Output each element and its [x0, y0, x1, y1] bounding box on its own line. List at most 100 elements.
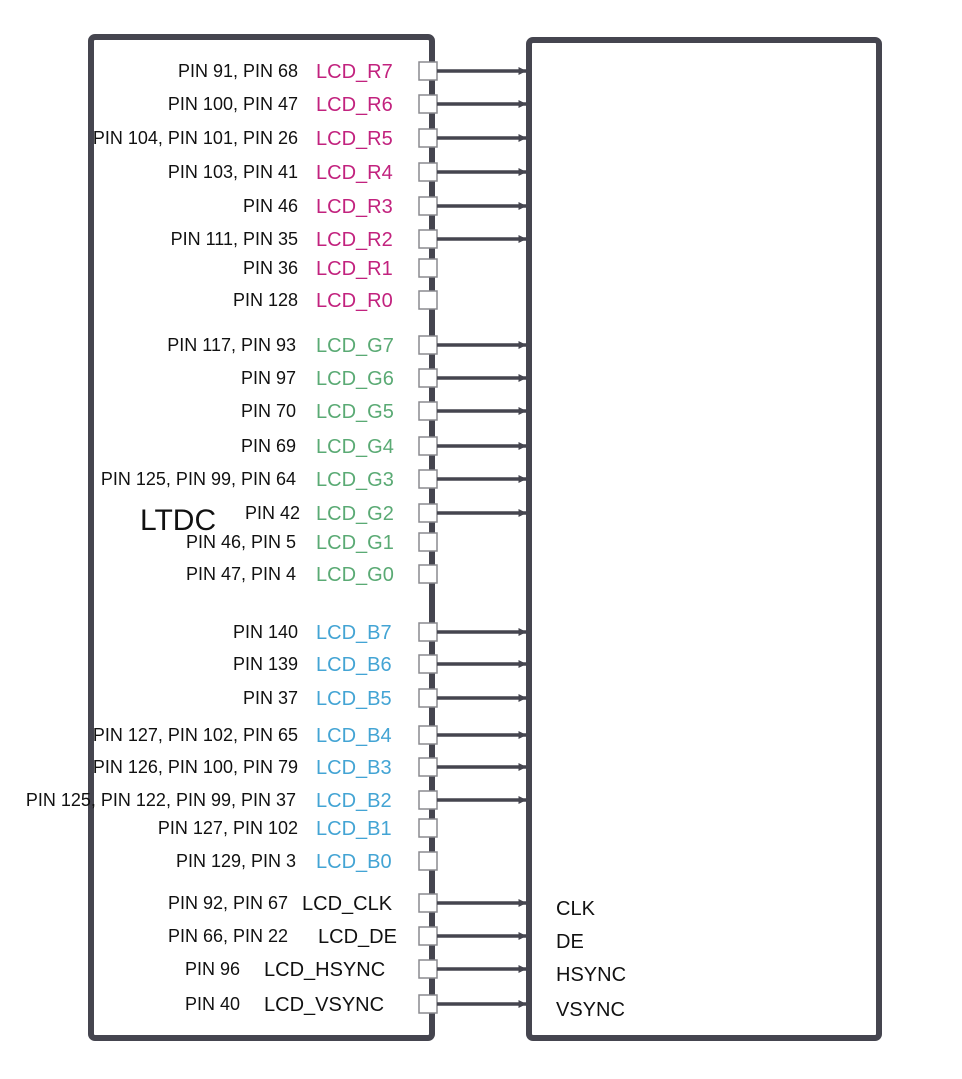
pin-label: PIN 36 — [243, 258, 298, 278]
port-square-icon — [418, 61, 438, 81]
port-square-icon — [418, 196, 438, 216]
signal-name-label: LCD_R6 — [316, 94, 393, 116]
signal-name-label: LCD_G6 — [316, 368, 394, 390]
signal-row: PIN 140 LCD_B7 — [233, 622, 527, 644]
port-square-icon — [418, 436, 438, 456]
port-square-icon — [418, 851, 438, 871]
signal-name-label: LCD_HSYNC — [264, 959, 385, 981]
signal-row: PIN 37 LCD_B5 — [243, 688, 527, 710]
display-input-label: VSYNC — [556, 999, 625, 1021]
pin-label: PIN 117, PIN 93 — [167, 335, 296, 355]
signal-row: PIN 66, PIN 22 LCD_DE DE — [168, 926, 584, 953]
signal-name-label: LCD_DE — [318, 926, 397, 948]
port-square-icon — [418, 893, 438, 913]
pin-label: PIN 111, PIN 35 — [171, 229, 298, 249]
pin-label: PIN 100, PIN 47 — [168, 94, 298, 114]
pin-label: PIN 96 — [185, 959, 240, 979]
signal-row: PIN 92, PIN 67 LCD_CLK CLK — [168, 893, 596, 920]
signal-name-label: LCD_R7 — [316, 61, 393, 83]
signal-row: PIN 42 LCD_G2 — [245, 503, 527, 525]
port-square-icon — [418, 162, 438, 182]
signal-row: PIN 69 LCD_G4 — [241, 436, 527, 458]
port-square-icon — [418, 290, 438, 310]
display-panel-box — [526, 37, 882, 1041]
pin-label: PIN 46, PIN 5 — [186, 532, 296, 552]
signal-name-label: LCD_B1 — [316, 818, 392, 840]
pin-label: PIN 70 — [241, 401, 296, 421]
port-square-icon — [418, 622, 438, 642]
signal-row: PIN 128 LCD_R0 — [233, 290, 438, 312]
display-input-label: HSYNC — [556, 964, 626, 986]
port-square-icon — [418, 532, 438, 552]
pin-label: PIN 91, PIN 68 — [178, 61, 298, 81]
signal-name-label: LCD_VSYNC — [264, 994, 384, 1016]
signal-row: PIN 36 LCD_R1 — [243, 258, 438, 280]
port-square-icon — [418, 368, 438, 388]
signal-name-label: LCD_G4 — [316, 436, 394, 458]
signal-row: PIN 117, PIN 93 LCD_G7 — [167, 335, 527, 357]
signal-row: PIN 129, PIN 3 LCD_B0 — [176, 851, 438, 873]
pin-label: PIN 37 — [243, 688, 298, 708]
signal-name-label: LCD_G3 — [316, 469, 394, 491]
pin-label: PIN 125, PIN 122, PIN 99, PIN 37 — [26, 790, 296, 810]
signal-row: PIN 47, PIN 4 LCD_G0 — [186, 564, 438, 586]
pin-label: PIN 69 — [241, 436, 296, 456]
signal-name-label: LCD_B4 — [316, 725, 392, 747]
signal-row: PIN 91, PIN 68 LCD_R7 — [178, 61, 527, 83]
signal-row: PIN 111, PIN 35 LCD_R2 — [171, 229, 527, 251]
pin-label: PIN 127, PIN 102 — [158, 818, 298, 838]
pin-label: PIN 97 — [241, 368, 296, 388]
signal-name-label: LCD_B2 — [316, 790, 392, 812]
signal-row: PIN 127, PIN 102 LCD_B1 — [158, 818, 438, 840]
signal-name-label: LCD_B5 — [316, 688, 392, 710]
port-square-icon — [418, 790, 438, 810]
signal-row: PIN 127, PIN 102, PIN 65 LCD_B4 — [93, 725, 527, 747]
signal-name-label: LCD_G2 — [316, 503, 394, 525]
display-input-label: DE — [556, 931, 584, 953]
signal-name-label: LCD_R3 — [316, 196, 393, 218]
signal-row: PIN 46 LCD_R3 — [243, 196, 527, 218]
port-square-icon — [418, 959, 438, 979]
signal-name-label: LCD_R5 — [316, 128, 393, 150]
pin-label: PIN 125, PIN 99, PIN 64 — [101, 469, 296, 489]
signal-name-label: LCD_B6 — [316, 654, 392, 676]
signal-row: PIN 46, PIN 5 LCD_G1 — [186, 532, 438, 554]
port-square-icon — [418, 926, 438, 946]
signal-name-label: LCD_G7 — [316, 335, 394, 357]
pin-label: PIN 104, PIN 101, PIN 26 — [93, 128, 298, 148]
pin-label: PIN 47, PIN 4 — [186, 564, 296, 584]
signal-name-label: LCD_R2 — [316, 229, 393, 251]
signal-name-label: LCD_R0 — [316, 290, 393, 312]
signal-row: PIN 125, PIN 122, PIN 99, PIN 37 LCD_B2 — [26, 790, 527, 812]
port-square-icon — [418, 503, 438, 523]
signal-row: PIN 139 LCD_B6 — [233, 654, 527, 676]
signal-name-label: LCD_CLK — [302, 893, 393, 915]
port-square-icon — [418, 469, 438, 489]
port-square-icon — [418, 757, 438, 777]
port-square-icon — [418, 654, 438, 674]
port-square-icon — [418, 994, 438, 1014]
port-square-icon — [418, 401, 438, 421]
port-square-icon — [418, 335, 438, 355]
pin-label: PIN 66, PIN 22 — [168, 926, 288, 946]
signal-row: PIN 100, PIN 47 LCD_R6 — [168, 94, 527, 116]
pin-label: PIN 126, PIN 100, PIN 79 — [93, 757, 298, 777]
signal-row: PIN 97 LCD_G6 — [241, 368, 527, 390]
signal-name-label: LCD_R4 — [316, 162, 393, 184]
signal-name-label: LCD_B3 — [316, 757, 392, 779]
port-square-icon — [418, 818, 438, 838]
port-square-icon — [418, 688, 438, 708]
port-square-icon — [418, 564, 438, 584]
signal-row: PIN 126, PIN 100, PIN 79 LCD_B3 — [93, 757, 527, 779]
pin-label: PIN 42 — [245, 503, 300, 523]
signal-name-label: LCD_G5 — [316, 401, 394, 423]
pin-label: PIN 139 — [233, 654, 298, 674]
signal-row: PIN 125, PIN 99, PIN 64 LCD_G3 — [101, 469, 527, 491]
signal-name-label: LCD_G1 — [316, 532, 394, 554]
signal-name-label: LCD_B0 — [316, 851, 392, 873]
pin-label: PIN 129, PIN 3 — [176, 851, 296, 871]
signal-name-label: LCD_B7 — [316, 622, 392, 644]
pin-label: PIN 92, PIN 67 — [168, 893, 288, 913]
pin-label: PIN 46 — [243, 196, 298, 216]
pin-label: PIN 40 — [185, 994, 240, 1014]
